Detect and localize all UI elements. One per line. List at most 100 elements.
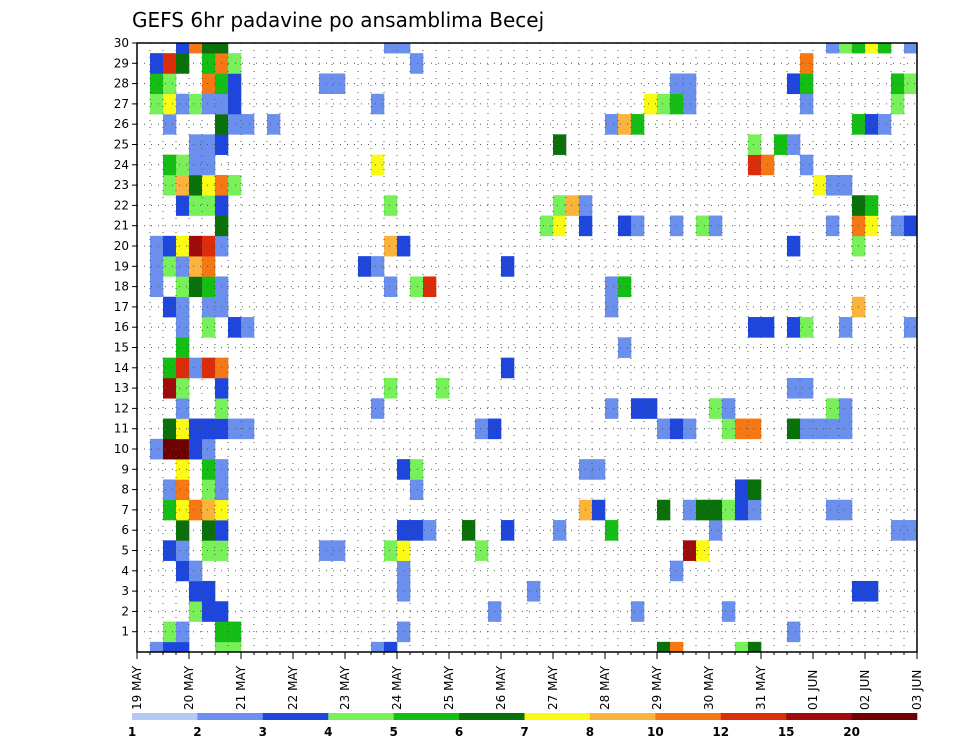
heatmap-cell <box>683 73 697 95</box>
heatmap-cell <box>631 215 645 237</box>
heatmap-cell <box>202 479 216 501</box>
heatmap-cell <box>202 276 216 298</box>
heatmap-cell <box>202 195 216 216</box>
heatmap-cell <box>267 114 281 135</box>
heatmap-cell <box>241 418 255 440</box>
heatmap-cell <box>891 93 905 115</box>
colorbar-label: 3 <box>259 725 267 739</box>
heatmap-cell <box>163 621 177 643</box>
colorbar-swatch <box>328 713 394 720</box>
heatmap-cell <box>527 580 541 602</box>
heatmap-cell <box>189 235 203 257</box>
heatmap-cell <box>631 398 645 419</box>
heatmap-cell <box>787 377 801 399</box>
heatmap-cell <box>228 641 242 653</box>
heatmap-cell <box>202 134 216 155</box>
heatmap-cell <box>800 377 814 399</box>
heatmap-cell <box>176 235 190 257</box>
heatmap-cell <box>865 43 879 54</box>
colorbar-swatch <box>524 713 591 720</box>
heatmap-cell <box>176 418 190 440</box>
heatmap-cell <box>202 43 216 54</box>
colorbar-swatch <box>393 713 460 720</box>
heatmap-cell <box>189 195 203 216</box>
heatmap-cell <box>189 154 203 176</box>
y-tick-label: 15 <box>114 341 129 355</box>
heatmap-cell <box>410 520 424 541</box>
heatmap-cell <box>189 357 203 379</box>
heatmap-cell <box>631 601 645 622</box>
heatmap-cell <box>163 174 177 196</box>
heatmap-cell <box>228 317 242 338</box>
heatmap-cell <box>826 398 840 419</box>
heatmap-cell <box>800 53 814 74</box>
heatmap-cell <box>826 499 840 521</box>
heatmap-cell <box>228 114 242 135</box>
colorbar-label: 7 <box>520 725 528 739</box>
y-tick-label: 28 <box>114 77 129 91</box>
y-axis-ticks: 1234567891011121314151617181920212223242… <box>114 36 137 639</box>
y-tick-label: 8 <box>121 483 129 497</box>
heatmap-cell <box>176 540 190 561</box>
colorbar-label: 2 <box>193 725 201 739</box>
heatmap-cell <box>605 276 619 298</box>
heatmap-cell <box>709 215 723 237</box>
y-tick-label: 3 <box>121 584 129 598</box>
colorbar-label: 8 <box>586 725 594 739</box>
heatmap-cell <box>735 641 749 653</box>
y-tick-label: 29 <box>114 56 129 70</box>
heatmap-cell <box>189 256 203 277</box>
heatmap-cell <box>189 601 203 622</box>
heatmap-cell <box>163 114 177 135</box>
heatmap-cell <box>202 93 216 115</box>
heatmap-cell <box>215 641 229 653</box>
heatmap-cell <box>436 377 450 399</box>
heatmap-cell <box>163 540 177 561</box>
heatmap-cell <box>592 499 606 521</box>
heatmap-cell <box>787 73 801 95</box>
heatmap-cell <box>189 93 203 115</box>
heatmap-cell <box>202 256 216 277</box>
heatmap-cell <box>657 641 671 653</box>
y-tick-label: 22 <box>114 198 129 212</box>
heatmap-cell <box>826 43 840 54</box>
heatmap-cell <box>215 43 229 54</box>
heatmap-cell <box>228 73 242 95</box>
x-tick-label: 29 MAY <box>650 665 664 710</box>
heatmap-cell <box>631 114 645 135</box>
heatmap-cell <box>371 641 385 653</box>
heatmap-cell <box>176 276 190 298</box>
y-tick-label: 5 <box>121 544 129 558</box>
heatmap-cell <box>202 540 216 561</box>
y-tick-label: 27 <box>114 97 129 111</box>
heatmap-cell <box>540 215 554 237</box>
x-tick-label: 30 MAY <box>702 665 716 710</box>
heatmap-cell <box>163 296 177 318</box>
heatmap-cell <box>787 317 801 338</box>
heatmap-cell <box>202 601 216 622</box>
heatmap-cell <box>163 418 177 440</box>
heatmap-cell <box>501 357 515 379</box>
x-tick-label: 24 MAY <box>390 665 404 710</box>
heatmap-cell <box>189 580 203 602</box>
heatmap-cell <box>839 174 853 196</box>
x-tick-label: 31 MAY <box>754 665 768 710</box>
heatmap-cell <box>748 154 762 176</box>
heatmap-cell <box>878 114 892 135</box>
heatmap-cell <box>202 438 216 460</box>
heatmap-cell <box>618 114 632 135</box>
heatmap-cell <box>657 93 671 115</box>
heatmap-cell <box>163 641 177 653</box>
heatmap-cell <box>163 357 177 379</box>
heatmap-cell <box>553 215 567 237</box>
heatmap-cell <box>176 337 190 358</box>
heatmap-cell <box>605 114 619 135</box>
heatmap-cell <box>410 53 424 74</box>
heatmap-cell <box>163 377 177 399</box>
heatmap-cell <box>644 398 658 419</box>
heatmap-cell <box>865 195 879 216</box>
heatmap-cell <box>189 174 203 196</box>
heatmap-cell <box>150 53 164 74</box>
heatmap-cell <box>709 398 723 419</box>
colorbar-label: 12 <box>712 725 729 739</box>
